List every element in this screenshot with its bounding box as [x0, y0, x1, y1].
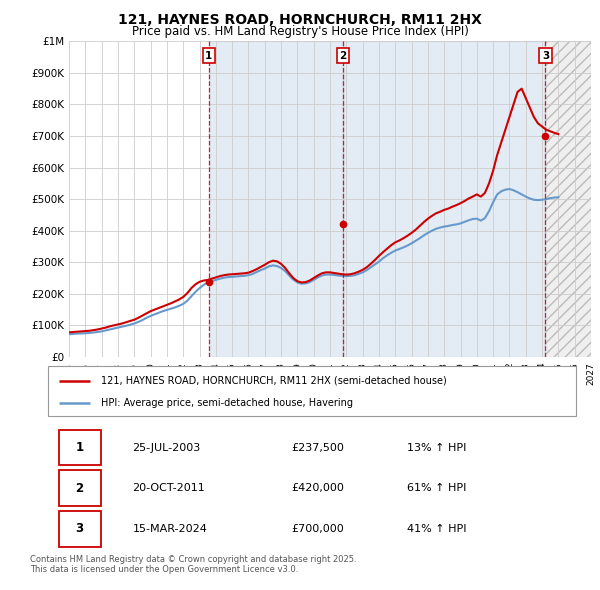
FancyBboxPatch shape — [48, 366, 576, 416]
Text: £420,000: £420,000 — [291, 483, 344, 493]
Text: 1: 1 — [205, 51, 212, 61]
Text: 121, HAYNES ROAD, HORNCHURCH, RM11 2HX: 121, HAYNES ROAD, HORNCHURCH, RM11 2HX — [118, 13, 482, 27]
Text: £237,500: £237,500 — [291, 442, 344, 453]
Text: Price paid vs. HM Land Registry's House Price Index (HPI): Price paid vs. HM Land Registry's House … — [131, 25, 469, 38]
Bar — [209, 41, 343, 357]
Text: 13% ↑ HPI: 13% ↑ HPI — [407, 442, 466, 453]
Text: 2: 2 — [76, 481, 84, 495]
Bar — [343, 41, 545, 357]
Text: 25-JUL-2003: 25-JUL-2003 — [133, 442, 201, 453]
Text: HPI: Average price, semi-detached house, Havering: HPI: Average price, semi-detached house,… — [101, 398, 353, 408]
Text: 3: 3 — [76, 522, 84, 535]
Text: 1: 1 — [76, 441, 84, 454]
Bar — [545, 41, 591, 357]
Bar — [545, 41, 591, 357]
FancyBboxPatch shape — [59, 430, 101, 466]
Text: 20-OCT-2011: 20-OCT-2011 — [133, 483, 205, 493]
Text: 41% ↑ HPI: 41% ↑ HPI — [407, 524, 467, 534]
Text: Contains HM Land Registry data © Crown copyright and database right 2025.
This d: Contains HM Land Registry data © Crown c… — [30, 555, 356, 574]
FancyBboxPatch shape — [59, 470, 101, 506]
Text: 3: 3 — [542, 51, 549, 61]
Text: 61% ↑ HPI: 61% ↑ HPI — [407, 483, 466, 493]
Text: 2: 2 — [340, 51, 347, 61]
Text: 15-MAR-2024: 15-MAR-2024 — [133, 524, 208, 534]
FancyBboxPatch shape — [59, 511, 101, 546]
Text: 121, HAYNES ROAD, HORNCHURCH, RM11 2HX (semi-detached house): 121, HAYNES ROAD, HORNCHURCH, RM11 2HX (… — [101, 376, 446, 386]
Text: £700,000: £700,000 — [291, 524, 344, 534]
